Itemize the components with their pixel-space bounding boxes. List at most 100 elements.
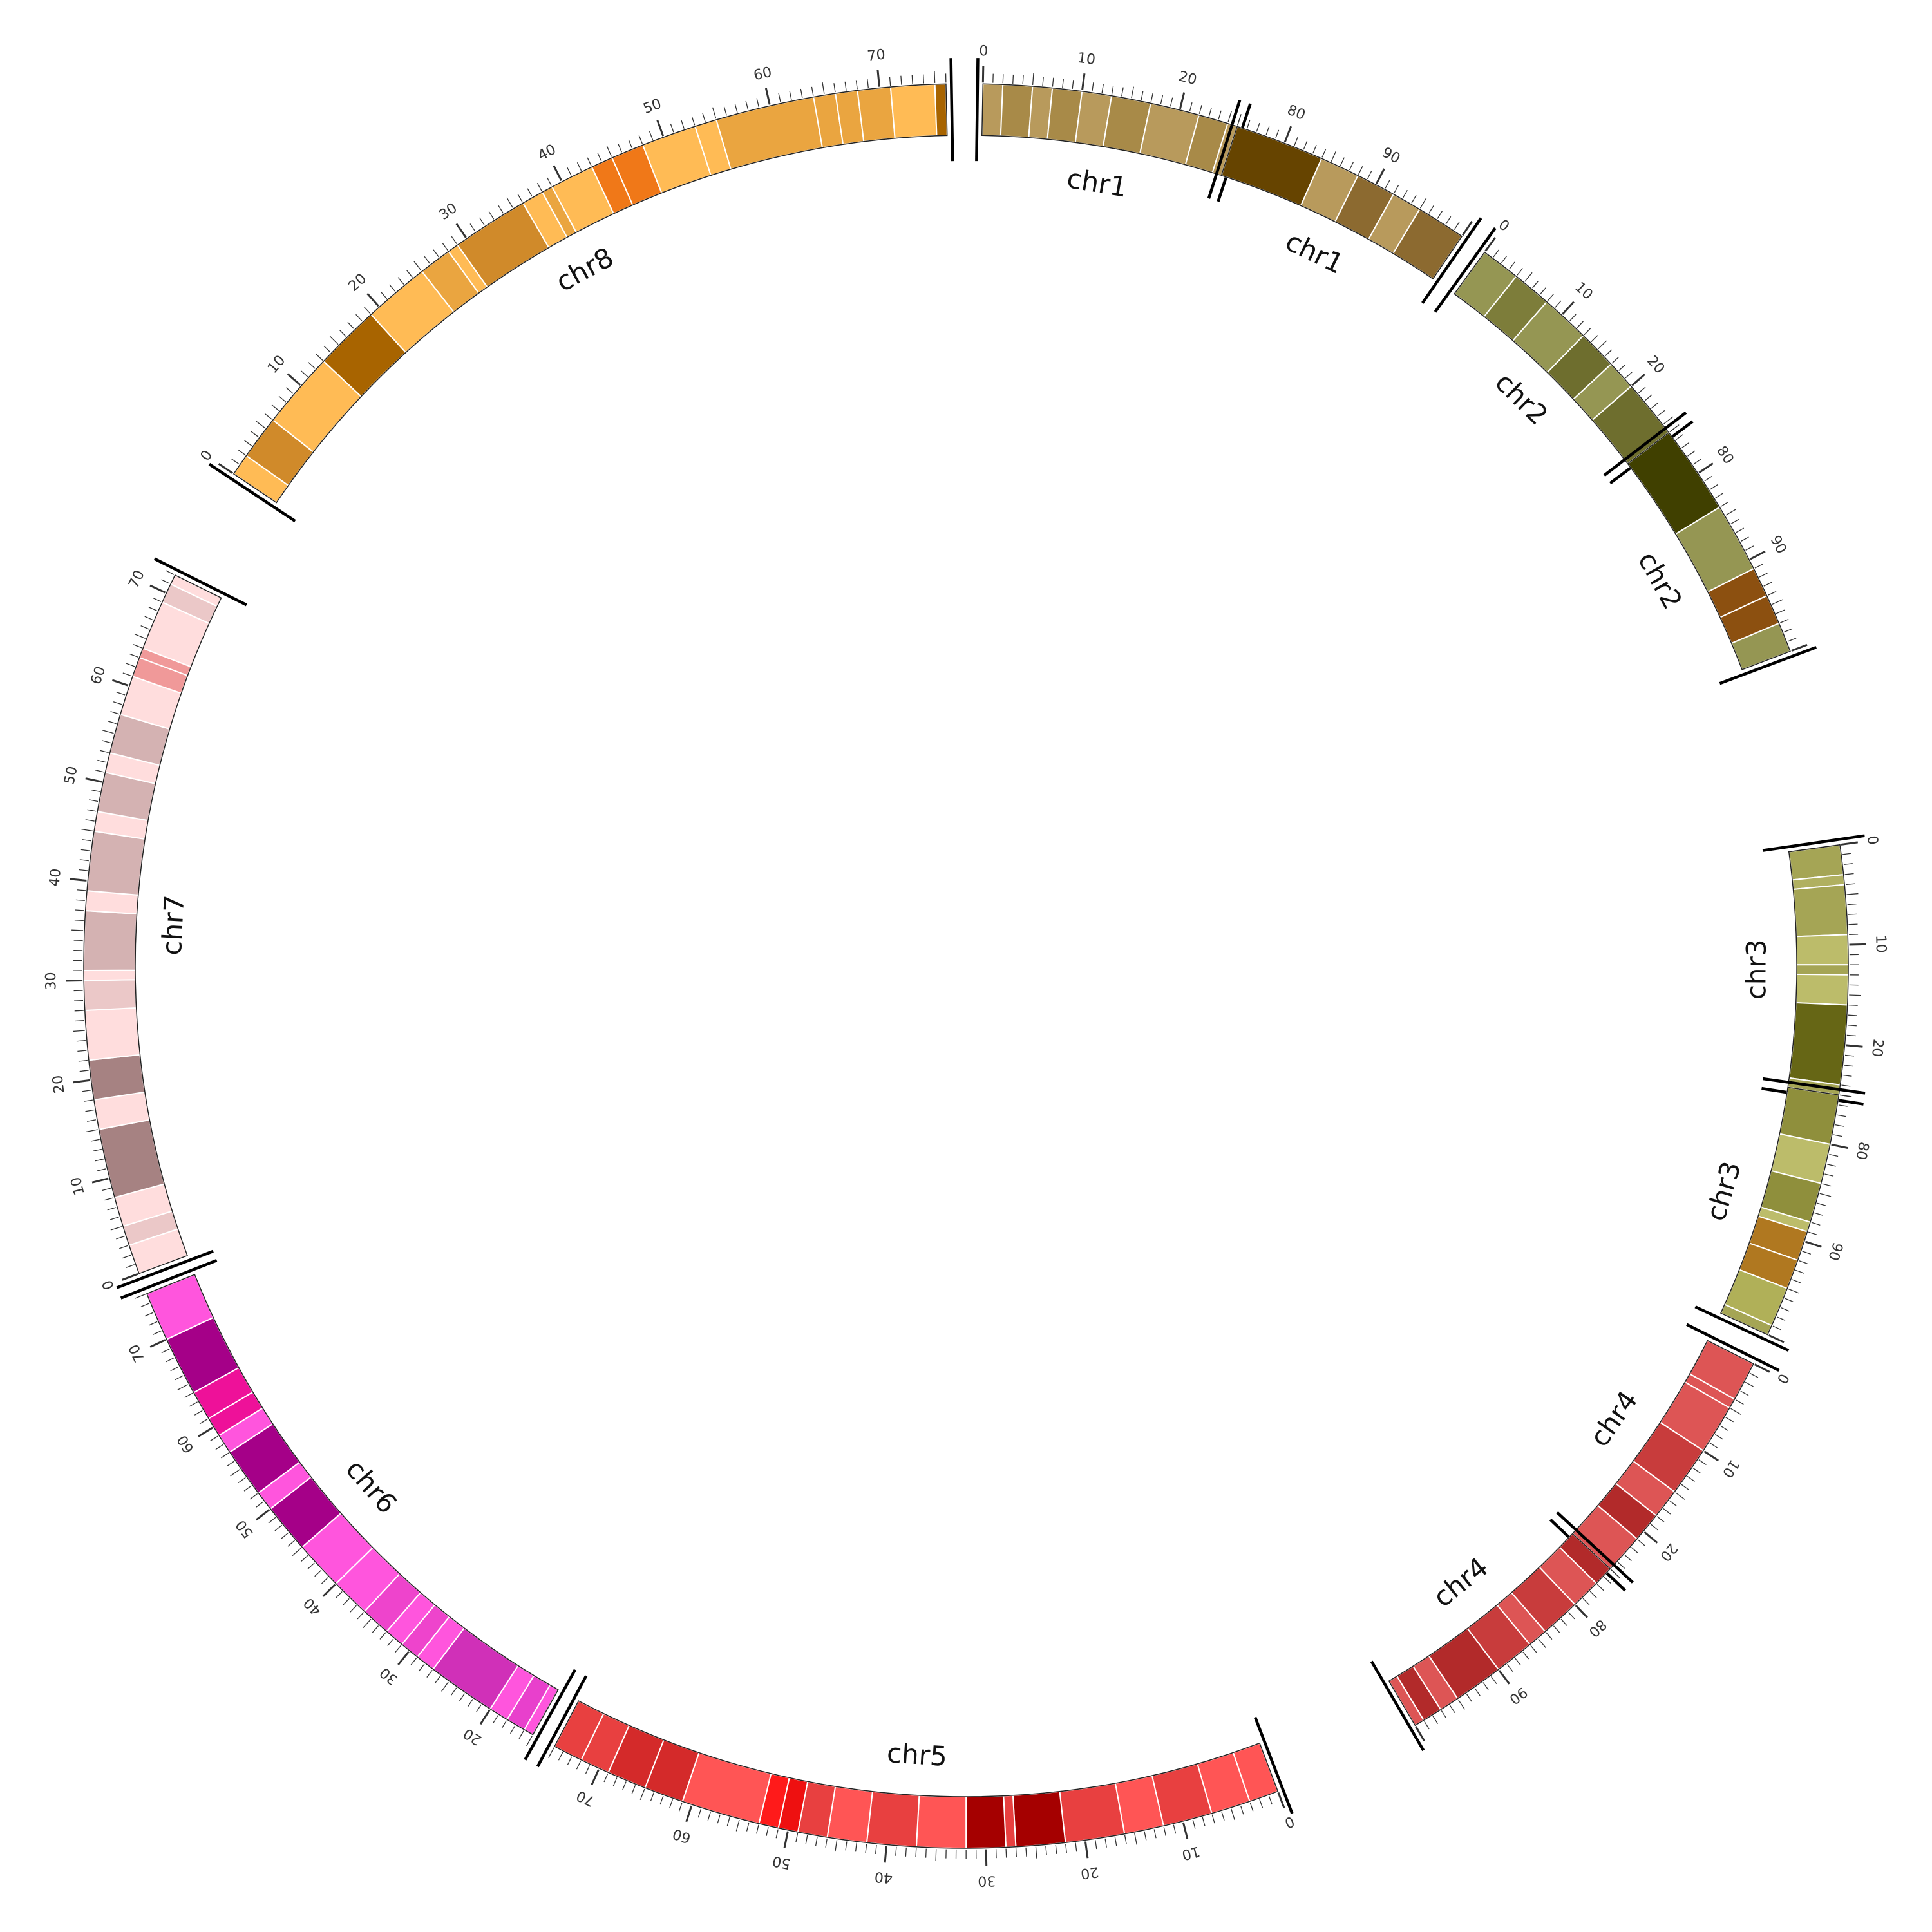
minor-tick [1005,1848,1007,1858]
major-tick [198,1426,213,1437]
minor-tick [363,307,371,314]
segment-boundary [1719,645,1817,685]
minor-tick [90,1139,100,1142]
minor-tick [498,205,504,214]
minor-tick [1735,1399,1744,1405]
tick-label: 10 [68,1175,88,1197]
major-tick [1791,643,1808,652]
minor-tick [153,597,162,602]
minor-tick [603,1773,609,1783]
major-tick [876,70,880,87]
major-tick [1698,462,1714,474]
minor-tick [249,1493,258,1500]
band [866,1790,920,1848]
minor-tick [329,336,339,345]
minor-tick [1218,110,1222,120]
minor-tick [79,1070,89,1072]
tick-label: 70 [126,568,147,591]
minor-tick [1075,1842,1077,1852]
minor-tick [1065,1844,1067,1853]
minor-tick [745,100,749,110]
minor-tick [775,1829,779,1839]
minor-tick [1829,1153,1839,1157]
minor-tick [122,672,132,677]
tick-label: 50 [641,96,664,117]
minor-tick [576,1761,582,1770]
major-tick [218,463,234,475]
major-tick [85,777,102,783]
minor-tick [97,1168,106,1171]
major-tick [783,1831,789,1848]
minor-tick [1745,545,1754,551]
minor-tick [1124,1835,1127,1844]
major-tick [1849,943,1866,946]
segment-label: chr3 [1700,1158,1747,1225]
minor-tick [1669,1500,1677,1507]
minor-tick [74,920,84,922]
minor-tick [161,579,170,584]
minor-tick [1198,105,1202,114]
minor-tick [1411,194,1417,204]
band [857,86,896,142]
major-tick [1846,1044,1863,1048]
major-tick [1484,237,1496,252]
minor-tick [1173,1824,1177,1834]
major-tick [764,88,771,105]
minor-tick [1160,95,1164,104]
tick-label: 20 [50,1074,68,1094]
segment-label: chr2 [1489,366,1554,431]
segment-boundary [1763,1077,1866,1095]
minor-tick [1134,1833,1137,1845]
minor-tick [1799,1260,1808,1264]
major-tick [1182,1822,1189,1839]
tick-label: 0 [1495,217,1512,235]
major-tick [70,878,87,882]
minor-tick [1824,1173,1834,1177]
minor-tick [1509,261,1515,270]
minor-tick [1231,1808,1235,1821]
minor-tick [424,256,431,264]
minor-tick [1675,434,1683,440]
minor-tick [639,1788,645,1800]
minor-tick [1419,198,1427,209]
minor-tick [1072,80,1074,90]
minor-tick [406,270,413,278]
band [1788,844,1844,881]
minor-tick [89,799,99,802]
minor-tick [102,1188,111,1191]
major-tick [985,1849,988,1866]
segment-boundary [1253,1716,1294,1814]
minor-tick [307,1562,315,1569]
major-tick [1283,126,1293,143]
minor-tick [746,1822,750,1832]
minor-tick [110,711,120,715]
minor-tick [835,1840,838,1852]
minor-tick [1237,114,1242,126]
minor-tick [1240,1805,1244,1815]
tick-label: 30 [436,200,460,223]
segment-outline [554,1700,1279,1849]
tick-label: 80 [1285,102,1307,124]
tick-label: 20 [460,1725,484,1748]
tick-label: 90 [1824,1240,1845,1262]
minor-tick [558,1752,564,1761]
minor-tick [1848,1014,1857,1016]
tick-label: 90 [1379,144,1403,167]
minor-tick [723,106,727,116]
minor-tick [1490,1676,1497,1684]
minor-tick [1555,300,1562,308]
minor-tick [650,1792,654,1801]
minor-tick [691,116,696,126]
minor-tick [1437,211,1443,219]
minor-tick [1819,1193,1832,1197]
minor-tick [189,1401,198,1407]
minor-tick [518,1730,524,1739]
minor-tick [99,750,109,753]
minor-tick [717,1814,721,1824]
band [1788,1001,1848,1086]
minor-tick [1092,82,1094,92]
minor-tick [1596,1584,1604,1591]
minor-tick [75,909,84,911]
major-tick [1376,168,1385,184]
major-tick [122,1273,138,1281]
